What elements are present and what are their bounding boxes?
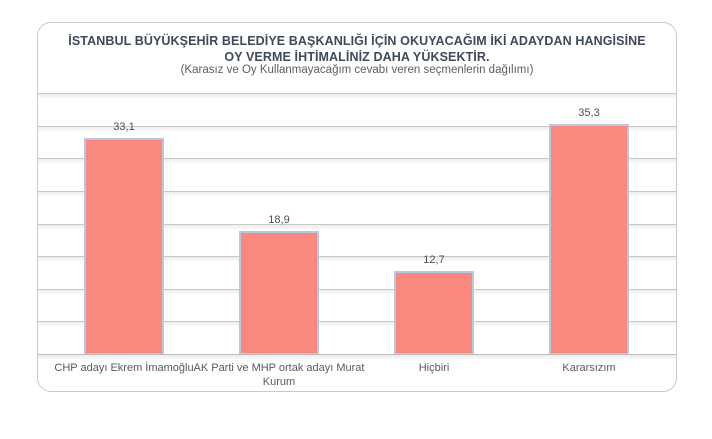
bar-value-label: 33,1 (113, 121, 135, 133)
bar (549, 124, 629, 354)
x-axis-baseline (38, 354, 676, 359)
category-label: AK Parti ve MHP ortak adayı Murat Kurum (193, 362, 365, 388)
chart-title: İSTANBUL BÜYÜKŞEHİR BELEDİYE BAŞKANLIĞI … (68, 34, 646, 65)
bar-value-label: 12,7 (423, 254, 445, 266)
chart-card: İSTANBUL BÜYÜKŞEHİR BELEDİYE BAŞKANLIĞI … (37, 22, 677, 392)
plot-area: 33,1 CHP adayı Ekrem İmamoğlu 18,9 AK Parti… (38, 23, 676, 391)
bar-value-label: 35,3 (578, 107, 600, 119)
category-label: CHP adayı Ekrem İmamoğlu (54, 362, 194, 374)
bar (394, 271, 474, 354)
bar (84, 138, 164, 354)
bar (239, 231, 319, 354)
gridline (38, 93, 676, 98)
chart-subtitle: (Karasız ve Oy Kullanmayacağım cevabı ve… (180, 64, 534, 76)
category-label: Hiçbiri (418, 362, 450, 374)
bar-value-label: 18,9 (268, 214, 290, 226)
category-label: Kararsızım (562, 362, 616, 374)
